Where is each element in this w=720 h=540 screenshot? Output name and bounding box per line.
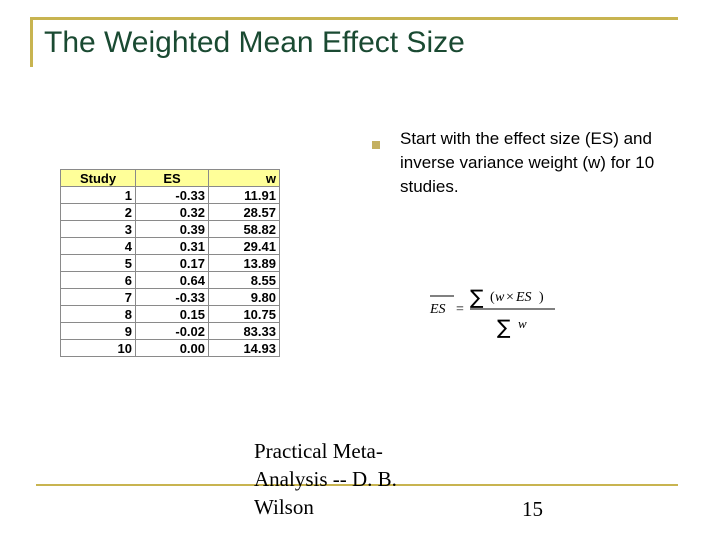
numerator-w: w: [495, 290, 505, 305]
table-row: 5 0.17 13.89: [60, 254, 280, 272]
cell-es: 0.39: [135, 220, 209, 238]
cell-w: 14.93: [208, 339, 280, 357]
footer-citation: Practical Meta-Analysis -- D. B. Wilson: [254, 439, 397, 519]
numerator-es: ES: [515, 290, 532, 305]
bullet-square-icon: [372, 141, 380, 149]
cell-w: 8.55: [208, 271, 280, 289]
cell-study: 10: [60, 339, 136, 357]
cell-study: 8: [60, 305, 136, 323]
cell-study: 9: [60, 322, 136, 340]
slide-title: The Weighted Mean Effect Size: [44, 26, 465, 59]
cell-w: 28.57: [208, 203, 280, 221]
table-body: 1 -0.33 11.91 2 0.32 28.57 3 0.39 58.82 4 0.31 29.4…: [60, 186, 280, 357]
cell-study: 4: [60, 237, 136, 255]
column-header-w: w: [208, 169, 280, 187]
cell-study: 6: [60, 271, 136, 289]
cell-es: 0.00: [135, 339, 209, 357]
cell-w: 29.41: [208, 237, 280, 255]
denominator-sigma-icon: ∑: [497, 315, 511, 339]
table-row: 7 -0.33 9.80: [60, 288, 280, 306]
cell-study: 3: [60, 220, 136, 238]
table-row: 4 0.31 29.41: [60, 237, 280, 255]
formula-lhs: ES: [429, 302, 446, 317]
cell-es: 0.15: [135, 305, 209, 323]
cell-es: 0.32: [135, 203, 209, 221]
table-row: 8 0.15 10.75: [60, 305, 280, 323]
cell-study: 7: [60, 288, 136, 306]
cell-study: 2: [60, 203, 136, 221]
cell-es: 0.64: [135, 271, 209, 289]
cell-w: 10.75: [208, 305, 280, 323]
numerator-open-paren: (: [490, 290, 495, 305]
cell-study: 5: [60, 254, 136, 272]
bullet-text: Start with the effect size (ES) and inve…: [400, 129, 655, 196]
cell-es: -0.33: [135, 186, 209, 204]
table-row: 10 0.00 14.93: [60, 339, 280, 357]
cell-es: 0.17: [135, 254, 209, 272]
table-row: 1 -0.33 11.91: [60, 186, 280, 204]
cell-es: 0.31: [135, 237, 209, 255]
table-row: 6 0.64 8.55: [60, 271, 280, 289]
table-row: 3 0.39 58.82: [60, 220, 280, 238]
bottom-rule: [36, 484, 678, 486]
cell-w: 13.89: [208, 254, 280, 272]
numerator-sigma-icon: ∑: [470, 285, 484, 309]
table-row: 2 0.32 28.57: [60, 203, 280, 221]
cell-study: 1: [60, 186, 136, 204]
cell-w: 83.33: [208, 322, 280, 340]
table-header-row: Study ES w: [60, 169, 280, 187]
left-rule: [30, 17, 33, 67]
table-row: 9 -0.02 83.33: [60, 322, 280, 340]
page-number: 15: [522, 497, 543, 521]
effect-size-table: Study ES w 1 -0.33 11.91 2 0.32 28.57 3 0.39 58.…: [60, 169, 280, 357]
column-header-es: ES: [135, 169, 209, 187]
cell-es: -0.02: [135, 322, 209, 340]
cell-w: 9.80: [208, 288, 280, 306]
numerator-times: ×: [506, 290, 514, 305]
denominator-w: w: [518, 316, 527, 331]
weighted-mean-formula: ES = ∑ ( w × ES ) ∑ w: [429, 285, 555, 339]
cell-w: 11.91: [208, 186, 280, 204]
cell-w: 58.82: [208, 220, 280, 238]
cell-es: -0.33: [135, 288, 209, 306]
top-rule: [30, 17, 678, 20]
formula-equals: =: [456, 302, 464, 317]
numerator-close-paren: ): [539, 290, 544, 305]
column-header-study: Study: [60, 169, 136, 187]
